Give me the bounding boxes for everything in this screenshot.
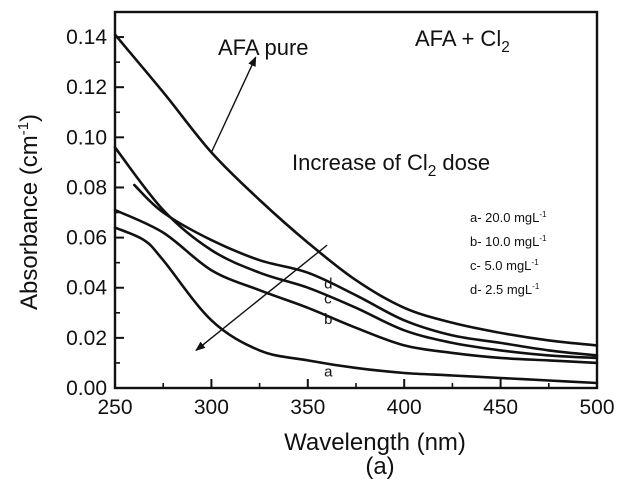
- annotation-cl2-dose: Increase of Cl2 dose: [292, 150, 490, 180]
- series-line-afa-pure: [113, 33, 599, 347]
- y-axis-title-end: ): [16, 114, 43, 122]
- curve-label-b: b: [324, 311, 332, 328]
- series-line-c: [113, 146, 599, 360]
- legend-item-c-sup: -1: [531, 258, 539, 267]
- plot-frame: [113, 10, 599, 390]
- y-tick-label: 0.02: [66, 327, 107, 350]
- legend-item-a-text: a- 20.0 mgL: [470, 210, 539, 225]
- y-axis-title-sup: -1: [16, 122, 32, 135]
- y-tick-label: 0.00: [66, 377, 107, 400]
- y-tick-label: 0.14: [66, 26, 107, 49]
- inset-title-text: AFA + Cl: [415, 26, 501, 51]
- y-tick-label: 0.10: [66, 126, 107, 149]
- y-tick-label: 0.04: [66, 277, 107, 300]
- x-tick-label: 450: [483, 396, 518, 419]
- series-line-a: [113, 226, 599, 385]
- ticks-group: 250 300 350 400 450 500 0.00 0.02 0.04 0.06 0.08 0.…: [66, 26, 614, 419]
- legend-item-d: d- 2.5 mgL-1: [470, 282, 540, 297]
- annotation-cl2-dose-end: dose: [436, 150, 490, 175]
- x-tick-label: 400: [387, 396, 422, 419]
- inset-title-sub: 2: [501, 39, 510, 56]
- legend-item-a: a- 20.0 mgL-1: [470, 210, 547, 225]
- legend-item-c: c- 5.0 mgL-1: [470, 258, 539, 273]
- inset-title: AFA + Cl2: [415, 26, 510, 56]
- annotation-afa-pure-text: AFA pure: [218, 35, 309, 60]
- legend-item-a-sup: -1: [539, 210, 547, 219]
- figure-caption: (a): [365, 453, 394, 479]
- x-axis-title: Wavelength (nm): [284, 429, 466, 456]
- annotation-cl2-dose-sub: 2: [428, 163, 437, 180]
- legend-item-d-sup: -1: [532, 282, 540, 291]
- y-tick-label: 0.08: [66, 176, 107, 199]
- annotation-afa-pure: AFA pure: [218, 35, 309, 60]
- legend-item-b-text: b- 10.0 mgL: [470, 234, 539, 249]
- arrow-cl2-dose: [195, 244, 328, 352]
- y-tick-label: 0.12: [66, 76, 107, 99]
- curve-label-d: d: [324, 276, 332, 293]
- legend-item-b: b- 10.0 mgL-1: [470, 234, 547, 249]
- legend: a- 20.0 mgL-1 b- 10.0 mgL-1 c- 5.0 mgL-1…: [470, 210, 547, 297]
- y-tick-label: 0.06: [66, 227, 107, 250]
- arrow-afa-pure: [210, 56, 257, 153]
- y-axis-title-text: Absorbance (cm: [16, 135, 43, 310]
- x-tick-label: 300: [194, 396, 229, 419]
- annotations-group: [195, 56, 328, 352]
- curves-group: dcb a: [113, 33, 599, 385]
- y-axis-title: Absorbance (cm-1): [16, 114, 43, 310]
- x-tick-label: 500: [579, 396, 614, 419]
- curve-label-a: a: [324, 363, 333, 380]
- axes-group: [113, 10, 599, 390]
- x-tick-label: 250: [97, 396, 132, 419]
- series-line-d: [133, 183, 599, 357]
- legend-item-b-sup: -1: [539, 234, 547, 243]
- legend-item-c-text: c- 5.0 mgL: [470, 258, 531, 273]
- series-line-b: [113, 208, 599, 365]
- annotation-cl2-dose-text: Increase of Cl: [292, 150, 428, 175]
- x-tick-label: 350: [290, 396, 325, 419]
- curve-label-c: c: [324, 291, 332, 308]
- legend-item-d-text: d- 2.5 mgL: [470, 282, 532, 297]
